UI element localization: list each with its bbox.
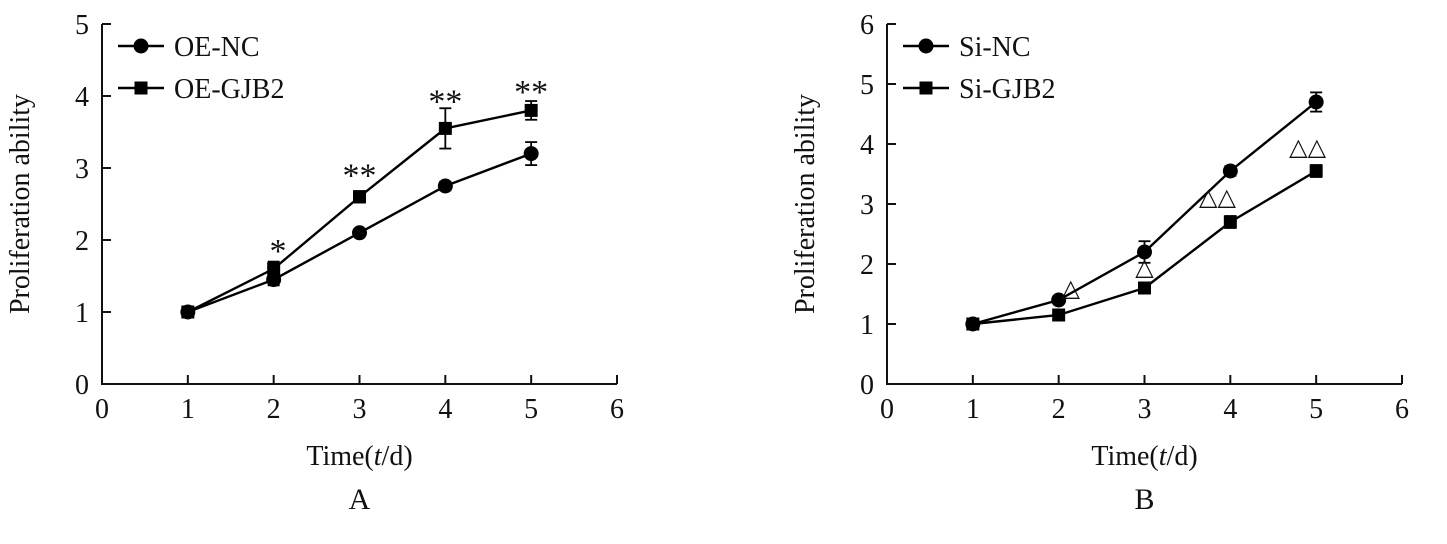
marker-circle-icon bbox=[133, 38, 149, 54]
x-tick-label: 3 bbox=[353, 394, 367, 425]
chart-b: 0 1 2 3 4 5 6 0 1 2 3 4 5 6 Proliferation ability Time(… bbox=[787, 6, 1437, 481]
x-tick-label: 3 bbox=[1138, 394, 1152, 425]
marker-circle-icon bbox=[523, 146, 539, 162]
x-tick-label: 2 bbox=[267, 394, 281, 425]
marker-circle-icon bbox=[1222, 163, 1238, 179]
legend-label: Si-NC bbox=[959, 32, 1031, 63]
y-tick-label: 2 bbox=[860, 250, 874, 281]
chart-svg: 0 1 2 3 4 5 6 0 1 2 3 4 5 6 Proliferation ability Time(… bbox=[790, 10, 1409, 472]
marker-square-icon bbox=[353, 190, 366, 204]
marker-square-icon bbox=[267, 262, 281, 276]
x-tick-label: 1 bbox=[181, 394, 195, 425]
y-tick-label: 1 bbox=[860, 310, 874, 341]
panel-label-a: A bbox=[348, 483, 371, 516]
chart-panel-a: 0 1 2 3 4 5 6 0 1 2 3 4 5 Proliferation ability Time(t… bbox=[2, 6, 652, 544]
x-tick-label: 6 bbox=[610, 394, 624, 425]
y-tick-label: 5 bbox=[75, 10, 89, 41]
x-tick-label: 6 bbox=[1395, 394, 1409, 425]
significance-annotation: * bbox=[269, 233, 286, 270]
x-tick-label: 4 bbox=[1223, 394, 1237, 425]
panel-label-b: B bbox=[1134, 483, 1155, 516]
series-line-OE-GJB2 bbox=[187, 109, 532, 314]
chart-svg: 0 1 2 3 4 5 6 0 1 2 3 4 5 Proliferation ability Time(t… bbox=[5, 10, 624, 472]
x-tick-label: 5 bbox=[1309, 394, 1323, 425]
y-tick-label: 6 bbox=[860, 10, 874, 41]
marker-square-icon bbox=[1223, 215, 1237, 229]
chart-a: 0 1 2 3 4 5 6 0 1 2 3 4 5 Proliferation ability Time(t… bbox=[2, 6, 652, 481]
significance-annotation: △ bbox=[1061, 276, 1080, 302]
marker-circle-icon bbox=[352, 225, 367, 241]
legend-label: OE-GJB2 bbox=[174, 74, 284, 105]
y-tick-label: 0 bbox=[860, 370, 874, 401]
x-axis-label: Time(t/d) bbox=[1091, 441, 1197, 472]
marker-square-icon bbox=[919, 81, 933, 95]
marker-square-icon bbox=[1309, 164, 1323, 178]
y-tick-label: 1 bbox=[75, 298, 89, 329]
legend-label: Si-GJB2 bbox=[959, 74, 1055, 105]
significance-annotation: ** bbox=[343, 158, 377, 195]
y-tick-label: 3 bbox=[75, 154, 89, 185]
x-tick-label: 2 bbox=[1052, 394, 1066, 425]
marker-circle-icon bbox=[1051, 292, 1067, 308]
marker-square-icon bbox=[181, 305, 195, 319]
marker-circle-icon bbox=[437, 178, 453, 194]
y-axis-label: Proliferation ability bbox=[5, 94, 36, 314]
marker-circle-icon bbox=[1137, 244, 1152, 260]
x-tick-label: 5 bbox=[524, 394, 538, 425]
x-tick-label: 0 bbox=[95, 394, 109, 425]
marker-square-icon bbox=[966, 317, 980, 331]
marker-square-icon bbox=[438, 121, 452, 135]
marker-square-icon bbox=[524, 103, 538, 117]
y-tick-label: 5 bbox=[860, 70, 874, 101]
marker-square-icon bbox=[134, 81, 148, 95]
x-axis-label: Time(t/d) bbox=[306, 441, 412, 472]
y-tick-label: 3 bbox=[860, 190, 874, 221]
marker-circle-icon bbox=[1308, 94, 1324, 110]
y-tick-label: 4 bbox=[860, 130, 874, 161]
marker-square-icon bbox=[1138, 281, 1151, 295]
x-tick-label: 0 bbox=[880, 394, 894, 425]
legend-label: OE-NC bbox=[174, 32, 260, 63]
significance-annotation: △ bbox=[1135, 255, 1154, 281]
marker-square-icon bbox=[1052, 308, 1066, 322]
x-tick-label: 1 bbox=[966, 394, 980, 425]
chart-panel-b: 0 1 2 3 4 5 6 0 1 2 3 4 5 6 Proliferation ability Time(… bbox=[787, 6, 1437, 544]
significance-annotation: ** bbox=[514, 74, 548, 111]
significance-annotation: △△ bbox=[1289, 135, 1326, 161]
y-tick-label: 4 bbox=[75, 82, 89, 113]
marker-circle-icon bbox=[918, 38, 934, 54]
significance-annotation: ** bbox=[428, 83, 462, 120]
y-tick-label: 0 bbox=[75, 370, 89, 401]
x-tick-label: 4 bbox=[438, 394, 452, 425]
significance-annotation: △△ bbox=[1199, 185, 1236, 211]
y-tick-label: 2 bbox=[75, 226, 89, 257]
y-axis-label: Proliferation ability bbox=[790, 94, 821, 314]
